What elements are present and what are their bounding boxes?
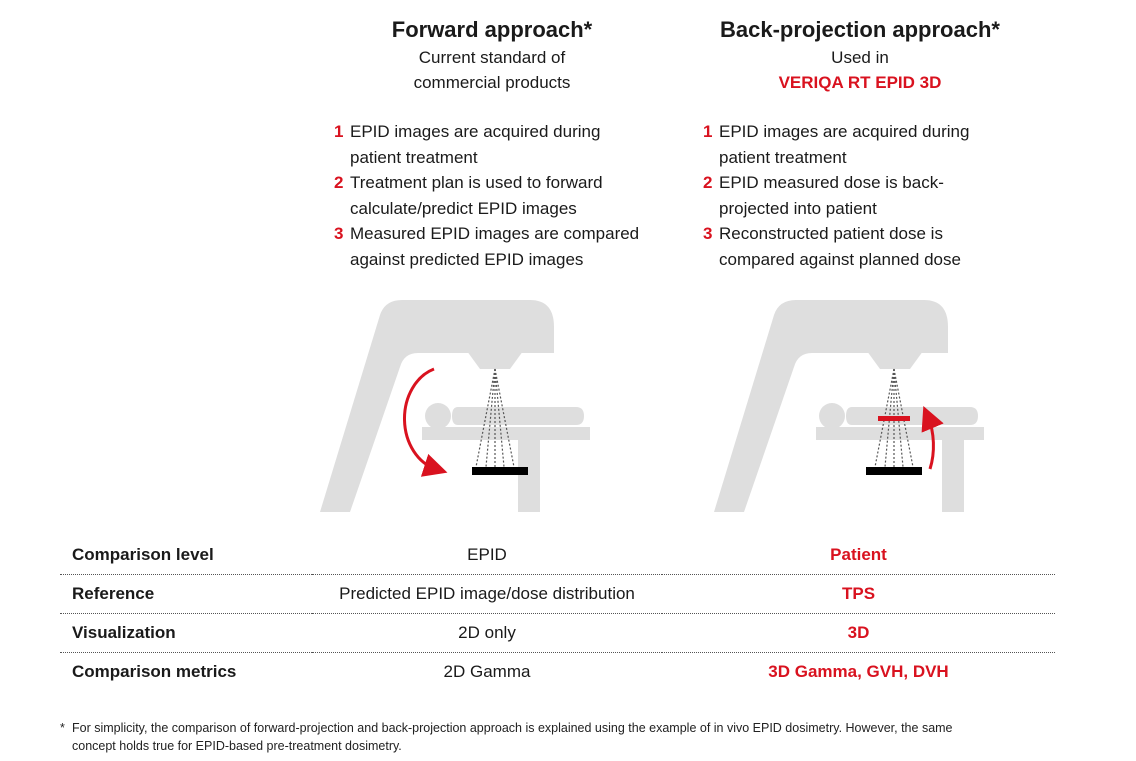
step-text: EPID images are acquired during patient t… <box>350 122 601 167</box>
back-title: Back-projection approach* <box>720 17 1000 42</box>
table-row: Comparison metrics 2D Gamma 3D Gamma, GV… <box>60 653 1055 692</box>
linac-gantry-icon <box>320 300 554 512</box>
table-row: Comparison level EPID Patient <box>60 536 1055 575</box>
back-value: 3D <box>662 613 1055 653</box>
back-step: 3 Reconstructed patient dose is compared … <box>703 221 1029 272</box>
linac-gantry-icon <box>714 300 948 512</box>
forward-value: 2D Gamma <box>443 662 531 681</box>
back-step: 2 EPID measured dose is back-projected i… <box>703 170 1029 221</box>
step-text: Reconstructed patient dose is compared ag… <box>719 224 961 269</box>
comparison-table: Comparison level EPID Patient Reference … <box>60 536 1055 691</box>
forward-step: 2 Treatment plan is used to forward calcu… <box>334 170 660 221</box>
back-value: 3D Gamma, GVH, DVH <box>768 662 949 681</box>
row-label: Visualization <box>60 613 312 653</box>
table-row: Visualization 2D only 3D <box>60 613 1055 653</box>
back-illustration <box>714 300 984 512</box>
forward-header: Forward approach* Current standard of co… <box>336 17 648 95</box>
step-text: EPID images are acquired during patient t… <box>719 122 970 167</box>
forward-step: 1 EPID images are acquired during patient… <box>334 119 660 170</box>
footnote-marker: * <box>60 721 65 735</box>
back-steps: 1 EPID images are acquired during patient… <box>703 119 1029 272</box>
forward-value: Predicted EPID image/dose distribution <box>312 574 662 614</box>
forward-value: EPID <box>312 536 662 575</box>
curved-arrow-up-icon <box>921 405 944 470</box>
forward-title: Forward approach* <box>391 17 593 42</box>
step-number: 3 <box>334 224 344 243</box>
row-label: Comparison metrics <box>72 662 237 681</box>
step-number: 1 <box>334 122 344 141</box>
dose-reconstruction-plane <box>878 416 910 421</box>
forward-value: 2D only <box>312 613 662 653</box>
back-product-name: VERIQA RT EPID 3D <box>778 73 942 92</box>
step-number: 3 <box>703 224 713 243</box>
back-header: Back-projection approach* Used in VERIQA… <box>700 17 1020 95</box>
forward-subtitle-line-1: Current standard of <box>418 48 566 67</box>
row-label: Reference <box>60 574 312 614</box>
back-step: 1 EPID images are acquired during patient… <box>703 119 1029 170</box>
footnote-line-2: concept holds true for EPID-based pre-tr… <box>72 739 402 753</box>
patient-on-couch-icon <box>422 403 590 512</box>
step-number: 2 <box>703 173 713 192</box>
back-value: TPS <box>662 574 1055 614</box>
forward-illustration <box>320 300 590 512</box>
back-subtitle: Used in <box>831 48 889 67</box>
epid-detector-icon <box>472 467 528 475</box>
radiation-beam <box>475 368 515 468</box>
epid-detector-icon <box>866 467 922 475</box>
step-text: Treatment plan is used to forward calcula… <box>350 173 603 218</box>
forward-step: 3 Measured EPID images are compared again… <box>334 221 660 272</box>
table-row: Reference Predicted EPID image/dose dist… <box>60 574 1055 614</box>
step-text: EPID measured dose is back-projected int… <box>719 173 944 218</box>
forward-subtitle-line-2: commercial products <box>413 73 571 92</box>
back-value: Patient <box>662 536 1055 575</box>
footnote: * For simplicity, the comparison of forw… <box>60 719 1060 755</box>
step-number: 2 <box>334 173 344 192</box>
step-number: 1 <box>703 122 713 141</box>
row-label: Comparison level <box>60 536 312 575</box>
footnote-line-1: For simplicity, the comparison of forwar… <box>72 721 953 735</box>
forward-steps: 1 EPID images are acquired during patient… <box>334 119 660 272</box>
step-text: Measured EPID images are compared against… <box>350 224 640 269</box>
curved-arrow-down-icon <box>403 367 448 477</box>
